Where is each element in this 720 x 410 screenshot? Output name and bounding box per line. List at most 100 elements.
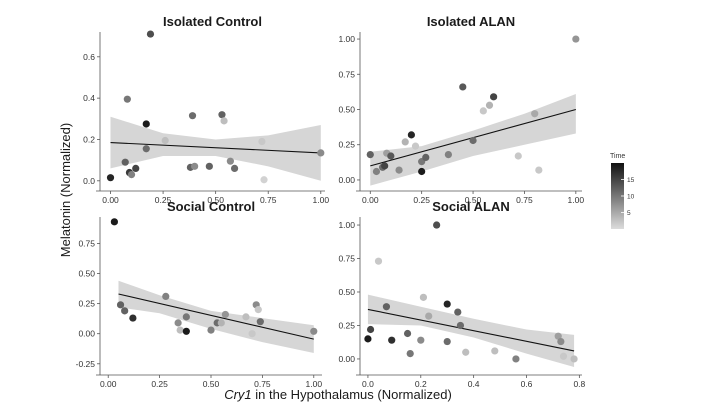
data-point <box>121 158 129 166</box>
data-point <box>425 312 433 320</box>
y-tick-label: 0.25 <box>338 140 355 150</box>
data-point <box>129 314 137 322</box>
data-point <box>559 352 568 360</box>
data-point <box>260 176 268 184</box>
x-axis-title: Cry1 in the Hypothalamus (Normalized) <box>224 387 452 402</box>
data-point <box>433 221 441 229</box>
data-point <box>182 327 190 335</box>
data-point <box>462 348 470 356</box>
y-tick-label: 0.50 <box>338 105 355 115</box>
confidence-band <box>367 294 575 367</box>
x-tick-label: 0.25 <box>151 379 168 389</box>
data-point <box>217 319 225 327</box>
y-tick-label: 0.75 <box>78 238 95 248</box>
x-tick-label: 0.8 <box>573 379 585 389</box>
data-point <box>256 318 264 326</box>
y-tick-label: -0.25 <box>76 359 96 369</box>
data-point <box>188 112 197 120</box>
y-tick-label: 0.6 <box>83 52 95 62</box>
data-point <box>254 306 262 314</box>
panel-3: Social ALAN 0.00 0.25 0.50 0.75 1.00 0.0 0.2 0.4… <box>338 199 585 389</box>
confidence-band <box>110 116 321 181</box>
x-tick-label: 0.4 <box>468 379 480 389</box>
data-point <box>123 95 131 103</box>
y-tick-label: 0.50 <box>78 269 95 279</box>
x-tick-label: 1.00 <box>306 379 323 389</box>
legend-ticks: 15 10 5 <box>621 177 635 217</box>
data-point <box>491 347 499 355</box>
data-point <box>176 326 184 334</box>
x-tick-label: 0.6 <box>521 379 533 389</box>
data-point <box>535 166 543 174</box>
y-axis-title: Melatonin (Normalized) <box>58 123 73 257</box>
x-tick-label: 0.50 <box>203 379 220 389</box>
x-tick-label: 0.75 <box>254 379 271 389</box>
data-point <box>403 329 412 338</box>
data-point <box>230 164 239 172</box>
x-tick-label: 0.50 <box>465 195 482 205</box>
data-point <box>127 171 136 179</box>
data-point <box>454 308 462 316</box>
y-tick-label: 0.4 <box>83 93 95 103</box>
y-tick-label: 0.50 <box>338 287 355 297</box>
data-point <box>479 107 487 115</box>
x-tick-label: 1.00 <box>568 195 585 205</box>
data-point <box>161 136 169 145</box>
x-tick-label: 1.00 <box>313 195 330 205</box>
legend-colorbar <box>611 163 624 229</box>
y-tick-label: 1.00 <box>338 220 355 230</box>
data-point <box>418 167 426 176</box>
data-point <box>207 326 215 334</box>
data-point <box>142 120 150 128</box>
x-tick-label: 0.75 <box>260 195 277 205</box>
data-point <box>374 257 383 265</box>
data-point <box>382 303 391 311</box>
data-point <box>226 157 234 165</box>
x-tick-label: 0.25 <box>155 195 172 205</box>
data-point <box>121 307 129 315</box>
data-point <box>317 149 325 157</box>
panel-2: Social Control -0.25 0.00 0.25 0.50 0.75 0.00 0… <box>76 199 323 389</box>
data-point <box>422 153 430 162</box>
data-point <box>174 319 182 327</box>
data-point <box>388 336 396 344</box>
data-point <box>417 336 425 344</box>
data-point <box>116 301 125 309</box>
panel-1: Isolated ALAN 0.00 0.25 0.50 0.75 1.00 0.00 0.2… <box>338 14 584 205</box>
y-tick-label: 0.00 <box>338 175 355 185</box>
legend-title: Time <box>610 153 625 160</box>
data-point <box>218 111 226 119</box>
data-point <box>364 335 372 343</box>
data-point <box>443 337 451 346</box>
data-point <box>443 300 451 308</box>
y-tick-label: 0.25 <box>78 299 95 309</box>
data-point <box>162 292 170 301</box>
trend-line <box>367 308 575 352</box>
legend-tick-label: 5 <box>627 210 631 217</box>
x-axis-title-gene: Cry1 <box>224 387 251 402</box>
data-point <box>381 162 389 170</box>
data-point <box>459 83 467 91</box>
data-point <box>401 138 409 146</box>
x-tick-label: 0.2 <box>415 379 427 389</box>
data-point <box>182 313 190 321</box>
y-tick-label: 0.2 <box>83 134 95 144</box>
data-point <box>512 355 520 363</box>
data-point <box>490 93 498 101</box>
y-tick-label: 0.25 <box>338 320 355 330</box>
data-point <box>554 332 562 340</box>
legend-tick-label: 15 <box>627 177 635 184</box>
data-point <box>387 152 395 160</box>
data-point <box>142 145 150 153</box>
x-tick-label: 0.25 <box>413 195 430 205</box>
data-point <box>456 321 465 330</box>
y-tick-label: 0.75 <box>338 69 355 79</box>
data-point <box>485 101 494 109</box>
y-tick-label: 0.00 <box>78 329 95 339</box>
panel-title: Social Control <box>167 199 255 214</box>
y-tick-label: 1.00 <box>338 34 355 44</box>
data-point <box>242 313 250 321</box>
x-tick-label: 0.00 <box>362 195 379 205</box>
